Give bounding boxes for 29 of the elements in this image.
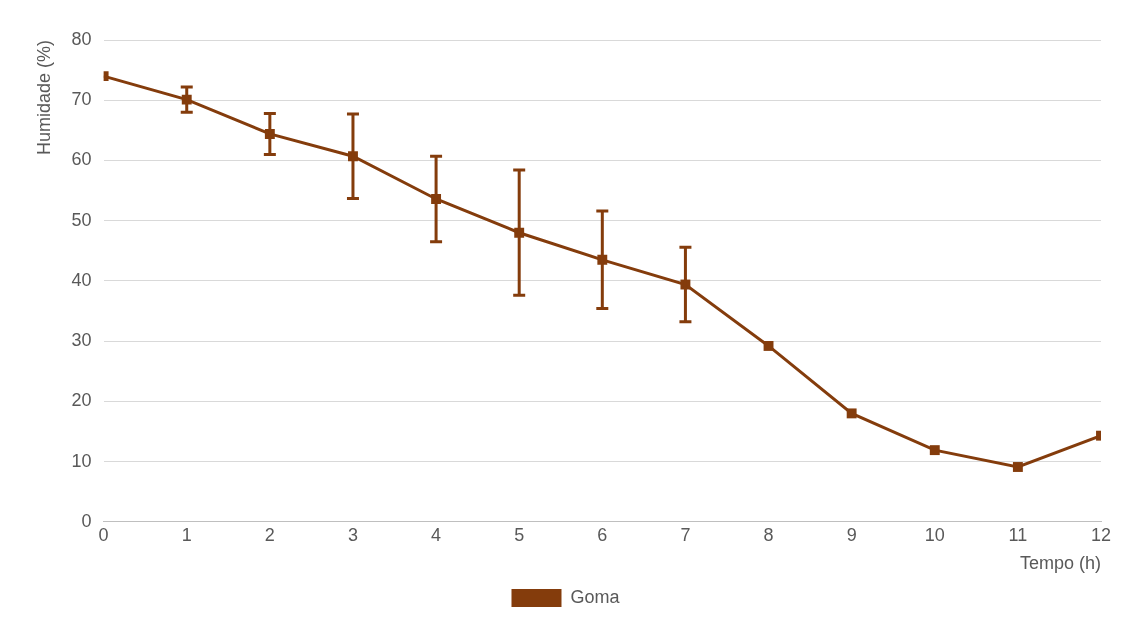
x-tick-label: 12 [1090, 524, 1112, 545]
y-tick-label: 70 [71, 89, 92, 110]
x-tick-label: 10 [924, 524, 945, 545]
x-axis-title: Tempo (h) [1019, 553, 1101, 574]
y-tick-label: 10 [71, 450, 92, 471]
x-tick-label: 2 [264, 524, 275, 545]
legend-label: Goma [570, 586, 621, 607]
x-tick-label: 9 [846, 524, 857, 545]
x-tick-label: 3 [347, 524, 358, 545]
y-tick-label: 80 [71, 28, 92, 49]
x-tick-label: 4 [431, 524, 442, 545]
x-tick-label: 7 [680, 524, 691, 545]
point [929, 445, 940, 456]
y-tick-label: 60 [71, 149, 92, 170]
point [846, 408, 857, 419]
y-tick-label: 0 [81, 510, 92, 531]
y-tick-label: 40 [71, 269, 92, 290]
point [1012, 462, 1023, 472]
y-axis-title: Humidade (%) [33, 40, 54, 156]
x-tick-label: 6 [597, 524, 608, 545]
x-tick-label: 1 [181, 524, 192, 545]
x-tick-label: 0 [98, 524, 109, 545]
point [763, 340, 774, 351]
y-tick-label: 20 [71, 390, 92, 411]
y-tick-label: 30 [71, 330, 92, 351]
x-tick-label: 11 [1008, 524, 1028, 545]
y-tick-label: 50 [71, 209, 92, 230]
x-tick-label: 8 [763, 524, 774, 545]
x-tick-label: 5 [514, 524, 525, 545]
